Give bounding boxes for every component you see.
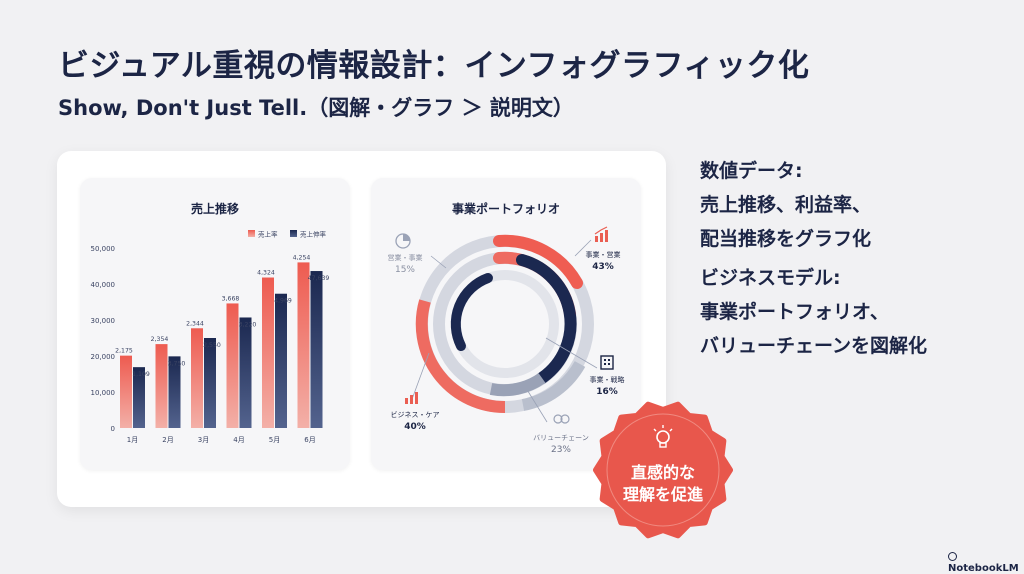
leader-top-left bbox=[430, 255, 447, 269]
badge-line-2: 理解を促進 bbox=[622, 485, 703, 504]
segment-label-business-care: ビジネス・ケア bbox=[391, 410, 440, 419]
growth-chart-icon bbox=[594, 226, 608, 242]
bar bbox=[168, 356, 181, 428]
donut-arc-middle-grey bbox=[489, 372, 546, 397]
segment-label-sales-business: 営業・事業 bbox=[388, 253, 423, 262]
donut-arc-sales-top bbox=[493, 234, 583, 289]
seal-shape bbox=[593, 401, 733, 539]
bar-chart-y-axis: 0 10,000 20,000 30,000 40,000 50,000 bbox=[91, 245, 116, 433]
insight-badge: 直感的な 理解を促進 bbox=[593, 400, 733, 540]
badge-text: 直感的な 理解を促進 bbox=[593, 462, 733, 506]
donut-arc-business-care bbox=[415, 299, 506, 414]
donut-arc-value-chain bbox=[521, 360, 586, 411]
bar-value-label: 2,354 bbox=[151, 336, 169, 343]
business-model-line-2: バリューチェーンを図解化 bbox=[700, 335, 928, 357]
business-chart-icon bbox=[405, 392, 418, 404]
y-tick-label: 50,000 bbox=[91, 245, 116, 253]
y-tick-label: 30,000 bbox=[91, 317, 116, 325]
legend-swatch bbox=[290, 230, 297, 237]
bar bbox=[204, 338, 216, 428]
x-tick-label: 6月 bbox=[304, 436, 315, 444]
leader-left bbox=[410, 352, 430, 403]
building-icon bbox=[600, 355, 614, 370]
segment-label-value-chain: バリューチェーン bbox=[533, 434, 589, 442]
page-title: ビジュアル重視の情報設計：インフォグラフィック化 bbox=[58, 48, 810, 84]
y-tick-label: 0 bbox=[111, 425, 115, 433]
donut-arc-inner bbox=[450, 273, 493, 351]
bar bbox=[120, 355, 132, 428]
bar-value-label: 2,550 bbox=[203, 342, 221, 349]
bar bbox=[275, 293, 287, 428]
numeric-data-line-1: 売上推移、利益率、 bbox=[700, 194, 872, 216]
x-tick-label: 5月 bbox=[269, 436, 280, 444]
badge-line-1: 直感的な bbox=[630, 463, 695, 482]
leader-top-right bbox=[574, 239, 592, 257]
bar bbox=[155, 344, 168, 428]
bar bbox=[310, 271, 323, 428]
segment-percent-business-care: 40% bbox=[404, 422, 426, 432]
segment-percent-sales: 43% bbox=[592, 262, 614, 272]
y-tick-label: 10,000 bbox=[91, 389, 116, 397]
leader-right bbox=[545, 337, 598, 369]
pie-icon bbox=[395, 233, 411, 249]
bar-value-label: 3,220 bbox=[239, 321, 257, 328]
segment-percent-value-chain: 23% bbox=[551, 445, 571, 455]
bar-chart: 売上推移 売上率 売上伸率 0 10,000 20,000 30,000 40,000 50… bbox=[91, 201, 330, 444]
segment-label-strategy: 事業・戦略 bbox=[590, 375, 625, 384]
bar-chart-legend: 売上率 売上伸率 bbox=[248, 230, 327, 239]
x-tick-label: 4月 bbox=[233, 436, 244, 444]
bar-chart-title: 売上推移 bbox=[191, 201, 239, 216]
donut-chart: 事業ポートフォリオ bbox=[388, 201, 625, 455]
bar bbox=[133, 367, 145, 428]
brand-name: NotebookLM bbox=[948, 563, 1019, 574]
lightbulb-icon bbox=[653, 425, 673, 448]
bar-value-label: 2,344 bbox=[186, 320, 204, 327]
value-chain-icon bbox=[553, 414, 570, 424]
bar bbox=[297, 262, 310, 428]
business-model-line-1: 事業ポートフォリオ、 bbox=[700, 301, 889, 323]
bar-value-label: 3,750 bbox=[168, 360, 186, 367]
bar bbox=[226, 303, 239, 428]
segment-label-sales: 事業・営業 bbox=[586, 250, 621, 259]
brand-label: NotebookLM bbox=[948, 552, 1024, 574]
business-model-text: ビジネスモデル: 事業ポートフォリオ、 バリューチェーンを図解化 bbox=[700, 261, 927, 363]
bar-chart-panel: 売上推移 売上率 売上伸率 0 10,000 20,000 30,000 40,000 50… bbox=[80, 178, 350, 470]
numeric-data-heading: 数値データ: bbox=[700, 160, 803, 182]
bar-value-label: 4,254 bbox=[293, 254, 311, 261]
numeric-data-text: 数値データ: 売上推移、利益率、 配当推移をグラフ化 bbox=[700, 154, 871, 256]
business-model-heading: ビジネスモデル: bbox=[700, 267, 841, 289]
x-tick-label: 1月 bbox=[127, 436, 138, 444]
bar bbox=[262, 277, 274, 428]
bar-value-label: 4,969 bbox=[274, 298, 292, 305]
bar-value-label: 1,109 bbox=[132, 371, 150, 378]
segment-percent-sales-business: 15% bbox=[395, 265, 415, 275]
legend-label: 売上率 bbox=[258, 230, 278, 239]
x-tick-label: 2月 bbox=[162, 436, 173, 444]
bar-value-label: 47,639 bbox=[308, 275, 330, 282]
notebooklm-logo-icon bbox=[948, 552, 957, 561]
legend-swatch bbox=[248, 230, 255, 237]
x-tick-label: 3月 bbox=[198, 436, 209, 444]
bar bbox=[191, 328, 203, 428]
bar-value-label: 2,175 bbox=[115, 348, 133, 355]
bar bbox=[239, 317, 252, 428]
page-subtitle: Show, Don't Just Tell.（図解・グラフ ＞ 説明文） bbox=[58, 96, 574, 120]
bar-value-label: 3,668 bbox=[222, 295, 240, 302]
numeric-data-line-2: 配当推移をグラフ化 bbox=[700, 228, 872, 250]
bar-value-label: 4,324 bbox=[257, 270, 275, 277]
y-tick-label: 20,000 bbox=[91, 353, 116, 361]
donut-arc-strategy bbox=[516, 254, 577, 384]
bar-chart-bars: 2,175 1,109 1月 2,354 3,750 2月 2,344 2,550 3月 3,66… bbox=[115, 254, 329, 444]
segment-percent-strategy: 16% bbox=[596, 387, 618, 397]
leader-bottom bbox=[525, 387, 548, 423]
legend-label: 売上伸率 bbox=[300, 230, 327, 239]
donut-chart-title: 事業ポートフォリオ bbox=[452, 201, 560, 216]
donut-chart-panel: 事業ポートフォリオ bbox=[371, 178, 641, 470]
y-tick-label: 40,000 bbox=[91, 281, 116, 289]
